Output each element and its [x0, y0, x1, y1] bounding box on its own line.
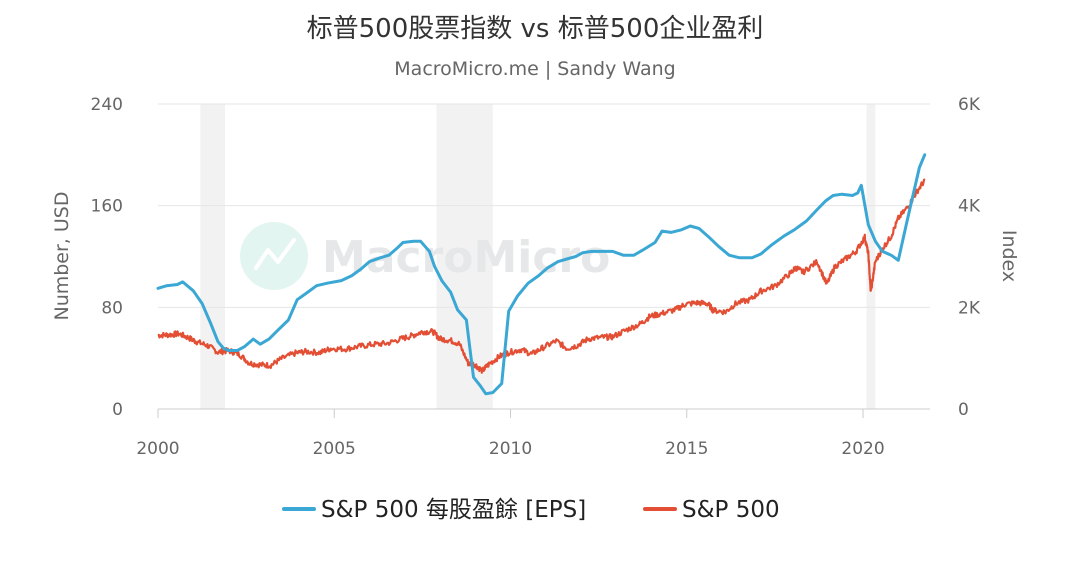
legend-label-sp500: S&P 500	[682, 497, 780, 523]
watermark-text: MacroMicro	[322, 232, 610, 283]
series-line-eps	[156, 153, 927, 396]
x-tick-label: 2020	[841, 439, 884, 459]
legend-item-sp500[interactable]: S&P 500	[643, 497, 780, 523]
legend-label-eps: S&P 500 每股盈餘 [EPS]	[321, 497, 586, 523]
y-left-tick-label: 160	[91, 197, 123, 217]
x-tick-label: 2005	[313, 439, 356, 459]
recession-band-3	[866, 104, 876, 409]
y-right-tick-label: 0	[958, 400, 969, 420]
y-right-tick-label: 2K	[958, 298, 981, 318]
y-left-tick-label: 0	[112, 400, 123, 420]
axes: 0 0 80 2K 160 4K 240 6K 2000 2005 2010 2015 2020	[91, 95, 981, 459]
recession-band-1	[200, 104, 225, 409]
series-line-sp500	[157, 178, 926, 374]
gridlines	[158, 103, 930, 308]
recession-bands	[200, 104, 876, 409]
chart-title: 标普500股票指数 vs 标普500企业盈利	[307, 14, 764, 44]
watermark-chart-glyph	[254, 238, 296, 270]
x-tick-label: 2000	[136, 439, 179, 459]
chart-subtitle: MacroMicro.me | Sandy Wang	[394, 58, 675, 80]
y-right-axis-label: Index	[998, 230, 1020, 282]
y-left-axis-label: Number, USD	[51, 191, 73, 320]
x-tick-label: 2015	[665, 439, 708, 459]
legend-item-eps[interactable]: S&P 500 每股盈餘 [EPS]	[282, 497, 586, 523]
x-tick-label: 2010	[489, 439, 532, 459]
series-lines	[156, 153, 927, 396]
watermark: MacroMicro	[240, 222, 610, 290]
y-right-tick-label: 6K	[958, 95, 981, 115]
legend: S&P 500 每股盈餘 [EPS] S&P 500	[282, 497, 780, 523]
y-left-tick-label: 240	[91, 95, 123, 115]
y-right-tick-label: 4K	[958, 197, 981, 217]
y-left-tick-label: 80	[101, 298, 123, 318]
